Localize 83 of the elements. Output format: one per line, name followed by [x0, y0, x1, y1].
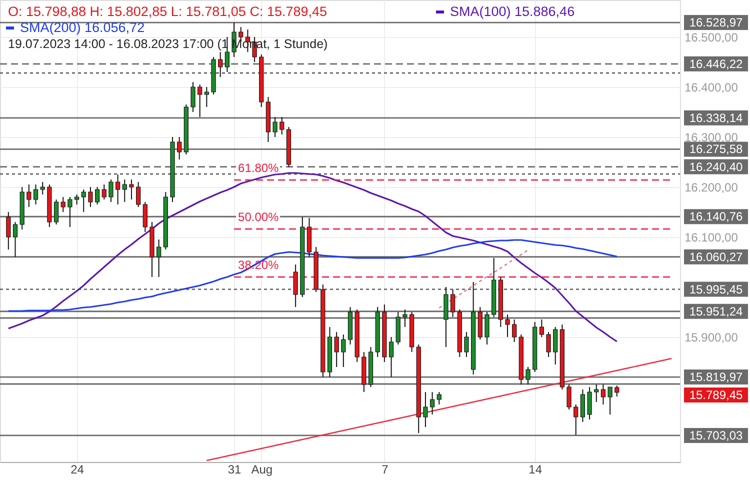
- candlestick: [74, 194, 80, 205]
- candlestick: [218, 52, 223, 78]
- candlestick: [122, 179, 127, 202]
- legend-label: SMA(100) 15.886,46: [450, 4, 575, 19]
- candlestick: [280, 116, 284, 135]
- candlestick: [574, 404, 578, 436]
- line-series: [206, 358, 672, 462]
- candlestick: [594, 384, 599, 402]
- y-tick-label: 16.200,00: [684, 180, 738, 194]
- x-tick-label: 14: [528, 462, 542, 476]
- y-tick-label: 16.100,00: [684, 230, 738, 244]
- candlestick: [68, 196, 72, 228]
- candlestick: [608, 386, 612, 415]
- ref-line-label: 15.995,45: [689, 282, 744, 296]
- candlestick: [54, 199, 59, 225]
- candlestick: [484, 312, 490, 345]
- candlestick: [293, 264, 298, 308]
- candlestick: [512, 319, 517, 342]
- ref-line-label: 16.446,22: [689, 56, 744, 71]
- line-series: [8, 239, 618, 312]
- candlestick: [334, 332, 339, 368]
- series-label: 61.80%: [238, 161, 280, 175]
- y-tick-label: 15.900,00: [684, 330, 738, 344]
- candlestick: [553, 326, 558, 365]
- candlestick: [272, 116, 278, 138]
- y-tick-label: 16.300,00: [684, 130, 738, 144]
- y-tick-label: 16.400,00: [684, 80, 738, 94]
- candlestick: [388, 336, 394, 378]
- ref-line-label: 16.060,27: [689, 250, 744, 264]
- candlestick: [102, 184, 106, 200]
- x-tick-label: Aug: [251, 462, 273, 476]
- ref-line-label: 16.338,14: [689, 110, 744, 125]
- candlestick: [156, 239, 162, 278]
- candlestick: [88, 186, 93, 208]
- candlestick: [116, 174, 120, 205]
- candlestick: [430, 392, 435, 415]
- ref-line-label: 16.275,58: [689, 142, 744, 156]
- candlestick: [539, 319, 544, 338]
- candlestick: [94, 186, 100, 205]
- ref-line-label: 16.240,40: [689, 160, 744, 174]
- candlestick: [60, 196, 66, 212]
- ref-line-label: 15.703,03: [689, 428, 744, 442]
- candlestick: [436, 392, 442, 405]
- candlestick: [566, 384, 572, 410]
- candlestick: [505, 314, 510, 338]
- x-tick-label: 7: [382, 462, 389, 476]
- series-label: 50.00%: [238, 210, 280, 224]
- ref-line-label: 16.140,76: [689, 210, 744, 224]
- candlestick: [6, 212, 11, 250]
- candlestick: [464, 332, 469, 358]
- candlestick: [40, 182, 45, 195]
- candlestick: [600, 384, 606, 405]
- candlestick: [26, 184, 32, 208]
- ref-line-label: 15.819,97: [689, 370, 744, 384]
- candlestick: [81, 189, 86, 212]
- candlestick: [142, 202, 148, 232]
- ref-line-label: 16.528,97: [689, 16, 744, 30]
- ref-line-label: 15.951,24: [689, 304, 744, 318]
- candlestick: [190, 82, 196, 112]
- candlestick: [526, 366, 530, 385]
- candlestick: [108, 179, 114, 202]
- candlestick: [129, 179, 134, 200]
- candlestick: [177, 136, 182, 160]
- candlestick: [614, 385, 620, 397]
- line-series: [8, 172, 618, 342]
- chart-title: O: 15.798,88 H: 15.802,85 L: 15.781,05 C: 15.789,45: [8, 4, 327, 19]
- candlestick: [341, 334, 346, 368]
- candlestick: [546, 332, 551, 358]
- candlestick: [204, 86, 209, 108]
- candlestick: [136, 182, 141, 208]
- candlestick: [33, 184, 38, 205]
- candlestick: [402, 309, 408, 328]
- candlestick: [580, 389, 586, 422]
- candlestick: [198, 84, 202, 118]
- candlestick: [450, 289, 456, 318]
- y-tick-label: 16.500,00: [684, 30, 738, 44]
- candlestick: [423, 392, 428, 428]
- candlestick: [12, 222, 18, 258]
- x-tick-label: 24: [70, 462, 84, 476]
- x-tick-label: 31: [228, 462, 242, 476]
- legend-label: SMA(200) 16.056,72: [20, 20, 145, 35]
- text: 15.789,45: [689, 388, 744, 402]
- candlestick: [587, 386, 592, 420]
